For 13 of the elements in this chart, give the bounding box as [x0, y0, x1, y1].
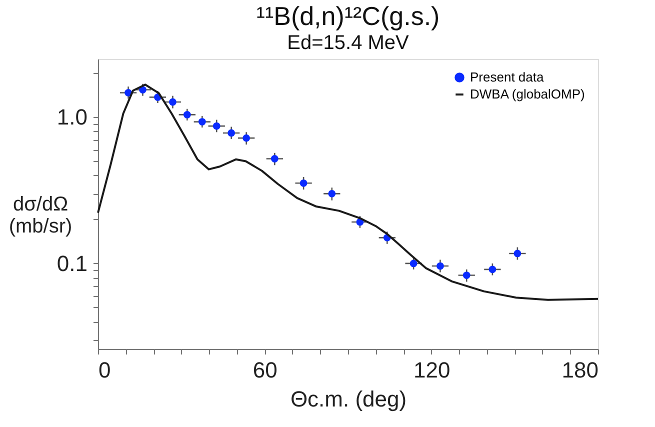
x-tick-label: 120: [413, 358, 450, 382]
chart-subtitle: Ed=15.4 MeV: [287, 32, 410, 54]
chart-title: ¹¹B(d,n)¹²C(g.s.): [256, 1, 440, 31]
x-tick-label: 60: [252, 358, 278, 382]
y-axis-title: dσ/dΩ (mb/sr): [8, 194, 72, 238]
line-series: [97, 84, 599, 301]
x-axis-title: Θc.m. (deg): [290, 386, 407, 412]
legend-label: DWBA (globalOMP): [470, 86, 585, 102]
y-tick-label: 0.1: [56, 250, 88, 276]
x-tick-label: 180: [562, 358, 598, 382]
legend-label: Present data: [470, 70, 544, 84]
y-tick-label: 1.0: [56, 104, 88, 130]
x-tick-label: 0: [98, 358, 111, 382]
